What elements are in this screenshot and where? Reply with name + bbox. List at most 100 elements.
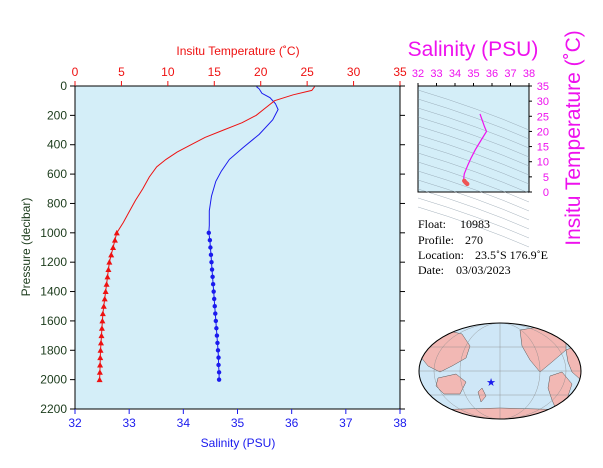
salinity-marker — [213, 311, 218, 316]
pressure-tick-label: 1600 — [40, 314, 67, 328]
ts-salinity-tick-label: 32 — [412, 68, 424, 80]
salinity-marker — [208, 252, 214, 258]
ts-temperature-tick-label: 0 — [543, 187, 549, 199]
ts-inset-chart: 32 33 34 35 36 37 38 0 5 10 15 20 25 30 35 Salinity (… — [408, 30, 585, 248]
salinity-marker — [214, 333, 220, 338]
location-label: Location: — [418, 248, 464, 262]
temperature-marker — [97, 354, 104, 361]
ts-salinity-tick-label: 38 — [523, 68, 535, 80]
temperature-axis-title: Insitu Temperature (˚C) — [176, 44, 299, 58]
temperature-marker — [98, 339, 104, 346]
pressure-tick-label: 1200 — [40, 255, 67, 269]
temperature-marker — [101, 295, 108, 302]
temperature-marker — [96, 369, 103, 375]
temperature-marker — [103, 281, 110, 287]
salinity-marker — [215, 348, 221, 353]
salinity-marker — [214, 326, 219, 331]
temperature-marker — [113, 229, 120, 236]
density-contour — [417, 143, 530, 185]
ts-salinity-tick-label: 34 — [449, 68, 461, 80]
density-contours — [417, 89, 530, 248]
salinity-marker — [212, 304, 217, 309]
salinity-tick-label: 37 — [339, 416, 353, 430]
ts-deep-point — [465, 181, 470, 187]
density-contour — [417, 98, 530, 140]
density-contour — [417, 179, 530, 221]
density-contour — [417, 206, 530, 248]
world-map: ★ — [418, 322, 582, 420]
salinity-axis-title: Salinity (PSU) — [201, 436, 276, 450]
map-graticule — [419, 323, 581, 419]
salinity-marker — [208, 245, 213, 250]
temperature-marker — [97, 361, 104, 368]
density-contour — [417, 116, 530, 158]
float-label: Float: — [418, 217, 446, 231]
ts-temperature-tick-label: 25 — [537, 111, 549, 123]
ts-salinity-tick-label: 35 — [467, 68, 479, 80]
ts-salinity-ticks: 32 33 34 35 36 37 38 — [412, 68, 535, 86]
salinity-marker — [209, 267, 215, 272]
salinity-axis-ticks: 32 33 34 35 36 37 38 — [68, 409, 407, 430]
map-border — [418, 322, 582, 420]
temperature-tick-label: 35 — [393, 65, 407, 79]
salinity-tick-label: 35 — [231, 416, 245, 430]
ts-series — [462, 113, 488, 187]
salinity-marker — [216, 370, 222, 375]
salinity-marker — [216, 362, 221, 368]
pressure-tick-label: 2000 — [40, 373, 67, 387]
density-contour — [417, 197, 530, 239]
float-info: Float: 10983 Profile: 270 Location: 23.5… — [418, 217, 548, 277]
ts-salinity-tick-label: 36 — [486, 68, 498, 80]
temperature-marker — [98, 325, 105, 331]
salinity-tick-label: 32 — [68, 416, 82, 430]
temperature-marker — [99, 310, 106, 317]
ts-salinity-tick-label: 37 — [504, 68, 516, 80]
salinity-marker — [213, 318, 219, 324]
pressure-axis-ticks: 0 200 400 600 800 1000 1200 1400 1600 1800 2000 220… — [40, 79, 405, 416]
pressure-tick-label: 600 — [47, 167, 67, 181]
temperature-tick-label: 25 — [300, 65, 314, 79]
salinity-tick-label: 34 — [177, 416, 191, 430]
salinity-marker — [210, 274, 215, 280]
temperature-marker — [111, 237, 118, 243]
temperature-marker — [97, 347, 104, 353]
pressure-tick-label: 200 — [47, 108, 67, 122]
temperature-marker — [99, 317, 106, 324]
salinity-marker — [216, 377, 222, 382]
density-contour — [417, 107, 530, 149]
ts-salinity-tick-label: 33 — [430, 68, 442, 80]
temperature-marker — [102, 288, 109, 295]
date-value: 03/03/2023 — [456, 263, 511, 277]
salinity-marker — [211, 289, 216, 294]
ts-temperature-tick-label: 30 — [537, 96, 549, 108]
ts-salinity-title: Salinity (PSU) — [408, 38, 539, 61]
density-contour — [417, 125, 530, 167]
salinity-marker — [207, 237, 213, 243]
pressure-tick-label: 1400 — [40, 285, 67, 299]
ts-temperature-title: Insitu Temperature (˚C) — [562, 30, 585, 246]
pressure-axis-title: Pressure (decibar) — [19, 198, 33, 297]
ts-temperature-tick-label: 15 — [537, 142, 549, 154]
ts-temperature-tick-label: 5 — [543, 172, 549, 184]
density-contour — [417, 161, 530, 203]
pressure-tick-label: 2200 — [40, 402, 67, 416]
profile-series — [96, 86, 315, 383]
salinity-marker — [210, 282, 216, 287]
ts-temperature-ticks: 0 5 10 15 20 25 30 35 — [529, 81, 549, 199]
temperature-tick-label: 20 — [254, 65, 268, 79]
density-contour — [417, 134, 530, 176]
ts-temperature-tick-label: 35 — [537, 81, 549, 93]
temperature-marker — [98, 332, 105, 339]
temperature-tick-label: 30 — [347, 65, 361, 79]
density-contour — [417, 188, 530, 230]
density-contour — [417, 89, 530, 131]
pressure-tick-label: 400 — [47, 138, 67, 152]
pressure-tick-label: 800 — [47, 196, 67, 210]
temperature-axis-ticks: 0 5 10 15 20 25 30 35 — [72, 65, 407, 86]
salinity-marker — [212, 296, 217, 302]
pressure-tick-label: 1800 — [40, 343, 67, 357]
profile-value: 270 — [465, 233, 483, 247]
pressure-tick-label: 1000 — [40, 226, 67, 240]
temperature-marker — [105, 266, 112, 273]
